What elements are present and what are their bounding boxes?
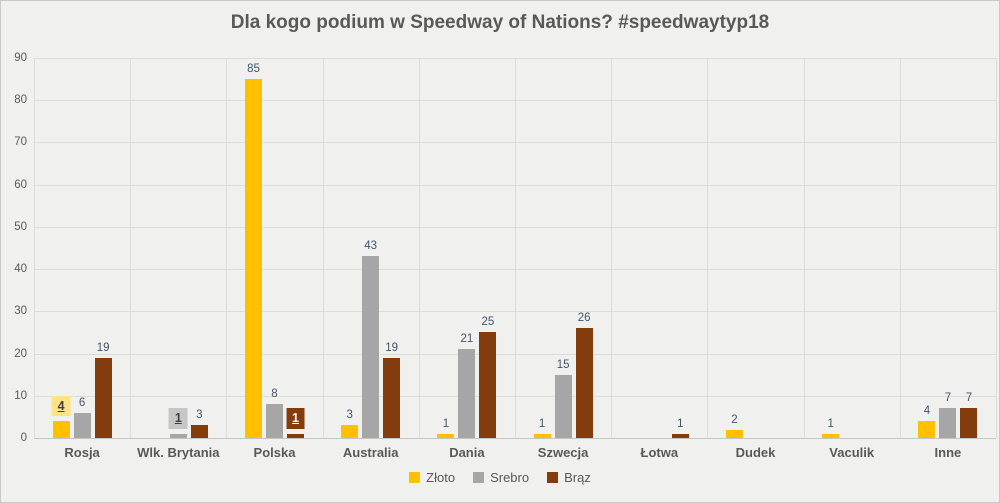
y-axis-tick-label: 90: [14, 52, 27, 64]
category-label: Dudek: [735, 445, 776, 460]
bar-label: 4: [923, 405, 931, 418]
category-label: Australia: [342, 445, 399, 460]
bar-brąz: [575, 328, 593, 438]
legend-swatch-icon: [409, 472, 421, 483]
y-axis-tick-label: 20: [14, 347, 27, 360]
bar-label: 15: [556, 358, 570, 371]
bar-brąz: [479, 332, 497, 438]
gridline-vertical: [130, 58, 132, 438]
legend-item-brąz: Brąz: [547, 470, 591, 485]
gridline-vertical: [707, 58, 709, 438]
category-label: Inne: [934, 445, 962, 460]
bar-label: 26: [577, 312, 591, 325]
bar-złoto: [726, 429, 743, 438]
gridline-vertical: [611, 58, 613, 438]
bar-label: 1: [442, 417, 450, 430]
y-axis-tick-label: 0: [20, 432, 27, 444]
category-label: Vaculik: [829, 445, 875, 460]
bar-label: 3: [346, 409, 353, 422]
legend-swatch-icon: [547, 472, 559, 483]
bar-złoto: [918, 421, 936, 438]
bar-label-highlighted: 1: [168, 408, 188, 429]
gridline-vertical: [803, 58, 805, 438]
bar-label: 21: [460, 333, 474, 346]
bar-label: 8: [271, 388, 278, 401]
category-label: Polska: [253, 445, 296, 460]
legend-item-srebro: Srebro: [473, 470, 529, 485]
category-label: Wlk. Brytania: [137, 445, 220, 460]
bar-złoto: [822, 433, 840, 438]
bar-brąz: [671, 433, 689, 438]
legend-swatch-icon: [473, 472, 485, 483]
bar-srebro: [169, 433, 187, 438]
bar-label: 7: [944, 392, 952, 405]
bar-srebro: [554, 374, 572, 438]
category-label: Szwecja: [537, 445, 589, 460]
y-axis-tick-label: 50: [14, 220, 27, 233]
y-axis-tick-label: 30: [14, 305, 27, 318]
bar-srebro: [362, 256, 380, 438]
y-axis-tick-label: 80: [14, 94, 27, 107]
chart-title: Dla kogo podium w Speedway of Nations? #…: [230, 12, 770, 33]
bar-złoto: [533, 433, 551, 438]
bar-złoto: [245, 79, 262, 438]
plot-area: 0 10 20 30 40 50 60 70 80 90 4 6 19 1 3 85 8 1 3 43 19 1 21 25 1…: [14, 52, 997, 444]
gridline-vertical: [515, 58, 516, 438]
gridline-vertical: [418, 58, 420, 438]
bar-label: 1: [538, 417, 546, 430]
gridline-vertical: [226, 58, 228, 438]
bar-label: 19: [385, 341, 399, 354]
bar-srebro: [939, 408, 957, 438]
bar-brąz: [94, 357, 112, 438]
y-axis-line: [34, 58, 35, 438]
x-axis-line: [34, 438, 996, 439]
legend: Złoto Srebro Brąz: [1, 470, 999, 485]
bar-brąz: [190, 425, 208, 438]
bar-brąz: [287, 433, 304, 438]
legend-label: Złoto: [426, 470, 456, 485]
bar-label: 1: [677, 417, 684, 430]
bar-label: 1: [827, 417, 834, 430]
bar-srebro: [458, 349, 476, 438]
gridline-vertical: [996, 58, 997, 438]
y-axis-tick-label: 40: [14, 263, 27, 276]
bar-srebro: [266, 404, 283, 438]
bar-złoto: [341, 425, 359, 438]
bar-label: 19: [96, 341, 110, 354]
bar-złoto: [52, 421, 70, 438]
bar-label: 25: [481, 316, 495, 329]
bar-label: 3: [196, 409, 203, 422]
y-axis-tick-label: 70: [14, 136, 27, 149]
category-label: Rosja: [64, 445, 100, 460]
bar-label: 85: [247, 63, 260, 76]
legend-item-złoto: Złoto: [409, 470, 455, 485]
bar-label: 43: [364, 240, 378, 253]
legend-label: Srebro: [490, 470, 530, 485]
y-axis-tick-label: 60: [14, 178, 27, 191]
bar-label-highlighted: 4: [51, 395, 71, 417]
bar-brąz: [383, 357, 401, 438]
bar-brąz: [960, 408, 978, 438]
category-label: Dania: [449, 445, 485, 460]
gridline-vertical: [322, 58, 324, 438]
bar-label: 6: [78, 396, 86, 409]
y-axis-tick-label: 10: [14, 389, 27, 402]
category-label: Łotwa: [640, 445, 679, 460]
legend-label: Brąz: [564, 470, 591, 485]
bar-label-highlighted: 1: [286, 408, 305, 429]
bar-label: 2: [731, 413, 738, 426]
bar-label: 7: [965, 392, 973, 405]
bar-srebro: [73, 412, 91, 438]
bar-złoto: [437, 433, 455, 438]
gridline-vertical: [899, 58, 901, 438]
